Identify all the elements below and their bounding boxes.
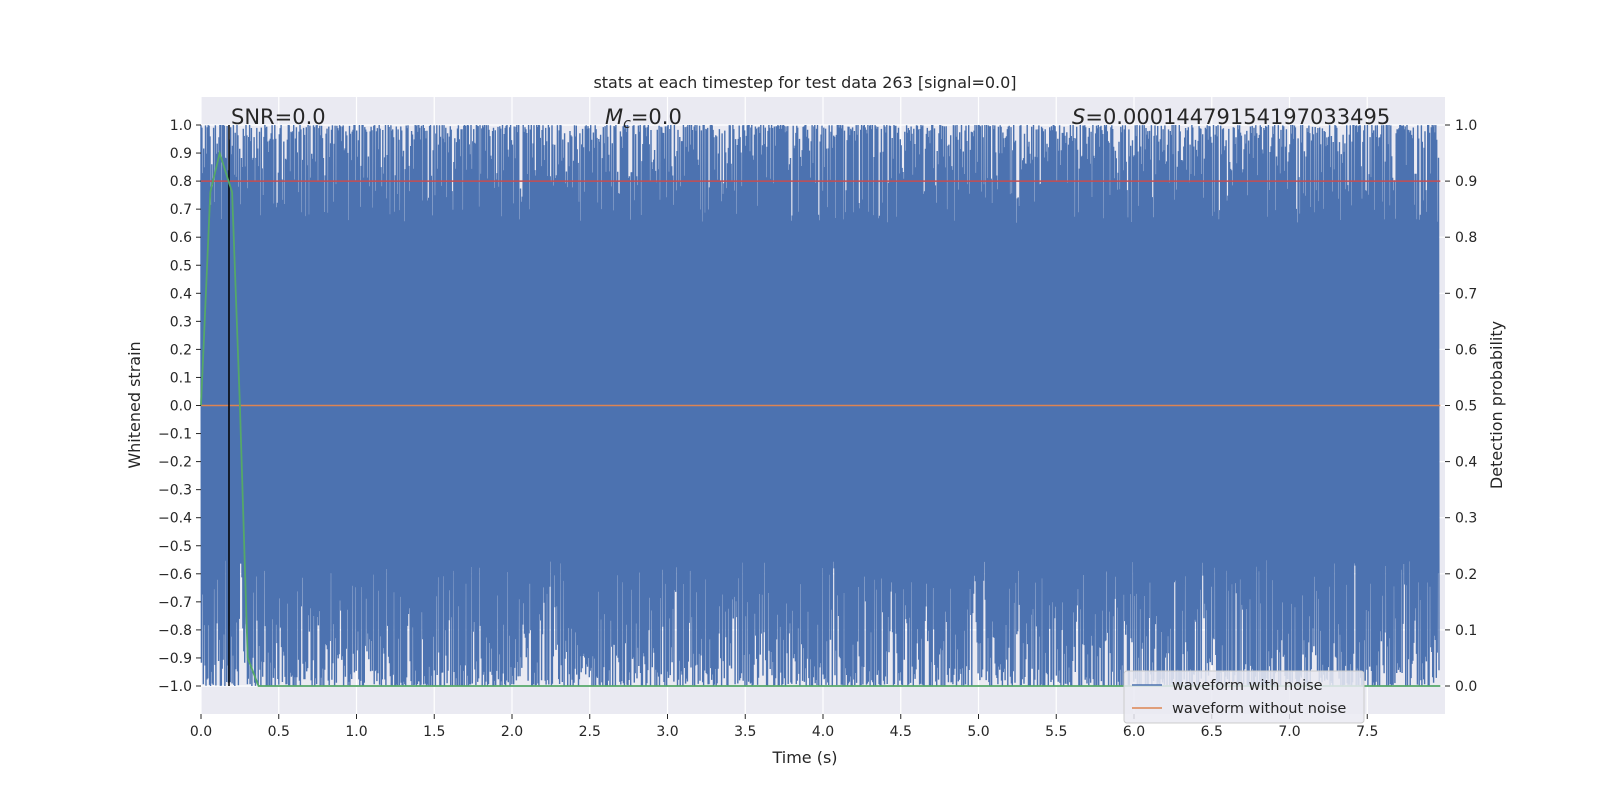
mc-annotation: Mc=0.0 (605, 105, 682, 132)
y-right-tick-label: 0.7 (1455, 286, 1477, 302)
y-left-tick-label: −0.6 (158, 567, 192, 583)
x-tick-label: 0.0 (190, 724, 212, 740)
s-symbol: S (1072, 105, 1085, 129)
y-right-tick-label: 0.4 (1455, 455, 1477, 471)
x-axis-ticks: 0.0 0.5 1.0 1.5 2.0 2.5 3.0 3.5 4.0 4.5 5.0 5.5 6.0 6… (190, 714, 1378, 740)
x-tick-label: 3.5 (734, 724, 756, 740)
chart-title: stats at each timestep for test data 263… (593, 73, 1016, 92)
y-right-tick-label: 0.1 (1455, 623, 1477, 639)
y-left-tick-label: −0.7 (158, 595, 192, 611)
x-tick-label: 6.0 (1123, 724, 1145, 740)
y-right-tick-label: 1.0 (1455, 118, 1477, 134)
x-tick-label: 7.0 (1278, 724, 1300, 740)
legend: waveform with noise waveform without noi… (1123, 670, 1365, 724)
x-tick-label: 5.5 (1045, 724, 1067, 740)
waveform-with-noise-series (200, 124, 1440, 687)
y-left-tick-label: 0.9 (170, 146, 192, 162)
overlay-lines (200, 125, 1441, 687)
y-right-tick-label: 0.8 (1455, 230, 1477, 246)
y-left-tick-label: 0.1 (170, 370, 192, 386)
y-left-tick-label: −0.8 (158, 623, 192, 639)
x-tick-label: 1.0 (345, 724, 367, 740)
y-right-tick-label: 0.5 (1455, 399, 1477, 415)
x-tick-label: 4.0 (812, 724, 834, 740)
x-axis-label: Time (s) (771, 748, 837, 767)
y-left-tick-label: 0.5 (170, 258, 192, 274)
x-tick-label: 4.5 (890, 724, 912, 740)
detection-probability-line (200, 149, 1441, 687)
legend-label-clean: waveform without noise (1172, 701, 1346, 717)
y-left-tick-label: 0.4 (170, 286, 192, 302)
y-left-tick-label: −0.3 (158, 483, 192, 499)
y-left-tick-label: 0.2 (170, 342, 192, 358)
y-right-tick-label: 0.3 (1455, 511, 1477, 527)
y-left-axis-label: Whitened strain (125, 341, 144, 468)
mc-symbol: M (605, 105, 623, 129)
y-left-tick-label: 0.0 (170, 399, 192, 415)
y-left-tick-label: 0.3 (170, 314, 192, 330)
x-tick-label: 1.5 (423, 724, 445, 740)
x-tick-label: 3.0 (656, 724, 678, 740)
y-right-axis-label: Detection probability (1487, 321, 1506, 489)
y-left-axis-ticks: 1.0 0.9 0.8 0.7 0.6 0.5 0.4 0.3 0.2 0.1 0.0 −0.1 −0.… (158, 118, 201, 695)
y-right-tick-label: 0.9 (1455, 174, 1477, 190)
legend-box (1123, 670, 1365, 724)
y-right-tick-label: 0.6 (1455, 342, 1477, 358)
y-left-tick-label: −0.5 (158, 539, 192, 555)
y-left-tick-label: −0.1 (158, 427, 192, 443)
y-right-tick-label: 0.0 (1455, 679, 1477, 695)
y-left-tick-label: 0.6 (170, 230, 192, 246)
y-left-tick-label: −0.4 (158, 511, 192, 527)
legend-label-noise: waveform with noise (1172, 678, 1323, 694)
x-tick-label: 0.5 (268, 724, 290, 740)
y-left-tick-label: −0.9 (158, 651, 192, 667)
x-tick-label: 2.0 (501, 724, 523, 740)
x-tick-label: 7.5 (1356, 724, 1378, 740)
s-annotation: S=0.00014479154197033495 (1072, 105, 1390, 129)
y-right-axis-ticks: 1.0 0.9 0.8 0.7 0.6 0.5 0.4 0.3 0.2 0.1 0.0 (1445, 118, 1477, 695)
x-tick-label: 5.0 (967, 724, 989, 740)
mc-subscript: c (623, 116, 631, 132)
mc-value: =0.0 (631, 105, 682, 129)
s-value: =0.00014479154197033495 (1085, 105, 1390, 129)
waveform-with-noise-line (200, 124, 1440, 687)
y-left-tick-label: 1.0 (170, 118, 192, 134)
x-tick-label: 6.5 (1201, 724, 1223, 740)
y-left-tick-label: −0.2 (158, 455, 192, 471)
y-left-tick-label: 0.8 (170, 174, 192, 190)
x-tick-label: 2.5 (579, 724, 601, 740)
y-left-tick-label: 0.7 (170, 202, 192, 218)
snr-annotation: SNR=0.0 (231, 105, 326, 129)
y-right-tick-label: 0.2 (1455, 567, 1477, 583)
y-left-tick-label: −1.0 (158, 679, 192, 695)
